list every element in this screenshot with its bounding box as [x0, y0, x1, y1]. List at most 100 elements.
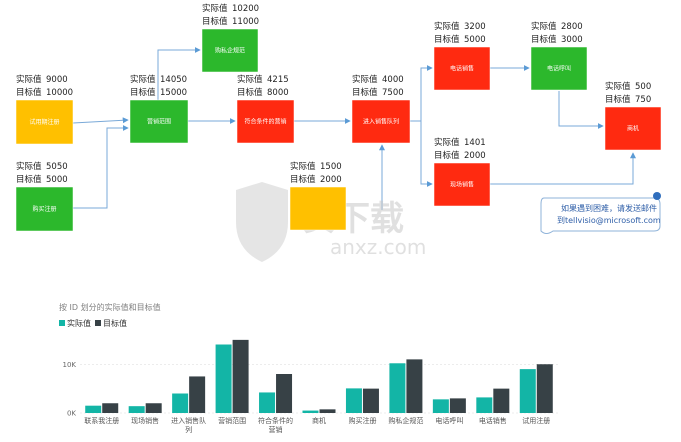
bar-1-9 — [493, 388, 510, 413]
bar-0-6 — [345, 388, 362, 413]
node-box[interactable] — [129, 99, 189, 144]
actual-value: 4000 — [382, 75, 404, 85]
node-box[interactable] — [433, 162, 491, 207]
x-tick-label-2-b: 列 — [185, 425, 192, 434]
node-box[interactable] — [530, 46, 588, 91]
node-label: 购私企规范 — [215, 47, 245, 55]
y-tick-label-0: 0K — [67, 410, 76, 418]
y-tick-label-1: 10K — [63, 361, 77, 369]
x-tick-label-0: 联系我注册 — [84, 416, 119, 425]
node-label: 进入销售队列 — [363, 118, 399, 126]
node-field[interactable]: 现场销售 实际值 1401 目标值 2000 — [433, 137, 491, 207]
bar-0-2 — [172, 393, 189, 413]
legend-label-1: 目标值 — [103, 318, 127, 328]
node-label: 电话呼叫 — [547, 65, 571, 73]
actual-label: 实际值 — [434, 21, 460, 32]
node-label: 购买注册 — [32, 205, 56, 213]
node-private[interactable]: 购私企规范 实际值 10200 目标值 11000 — [201, 3, 259, 73]
legend-swatch-0 — [59, 320, 65, 326]
node-box[interactable] — [15, 99, 74, 145]
note-line2: 到tellvisio@microsoft.com — [557, 216, 661, 225]
node-trial[interactable]: 试用期注册 实际值 9000 目标值 10000 — [15, 74, 74, 145]
actual-label: 实际值 — [237, 74, 263, 85]
node-qual[interactable]: 符合条件的营销 实际值 4215 目标值 8000 — [236, 74, 295, 144]
node-label: 现场销售 — [450, 181, 474, 189]
note-dot-icon — [653, 192, 661, 200]
target-value: 750 — [635, 95, 651, 105]
node-box[interactable] — [201, 28, 259, 73]
target-value: 11000 — [232, 17, 259, 27]
x-tick-label-9: 电话销售 — [479, 416, 507, 425]
chart-bars — [85, 339, 553, 413]
bar-0-10 — [519, 369, 536, 413]
bar-1-4 — [276, 374, 293, 413]
actual-label: 实际值 — [352, 74, 378, 85]
node-mkt[interactable]: 营销范围 实际值 14050 目标值 15000 — [129, 74, 189, 144]
x-tick-label-2: 进入销售队 — [171, 416, 206, 425]
node-label: 电话销售 — [450, 65, 474, 73]
bar-1-2 — [189, 376, 206, 413]
target-value: 7500 — [382, 88, 404, 98]
note-callout: 如果遇到困难，请发送邮件 到tellvisio@microsoft.com — [540, 192, 661, 234]
node-box[interactable] — [15, 186, 74, 232]
actual-value: 3200 — [464, 22, 486, 32]
target-value: 15000 — [160, 88, 187, 98]
target-value: 3000 — [561, 35, 583, 45]
bar-chart: 按 ID 划分的实际值和目标值 实际值 目标值 0K 10K 联系我注册 现场销售 进入… — [59, 302, 558, 434]
actual-label: 实际值 — [202, 3, 228, 14]
chart-title: 按 ID 划分的实际值和目标值 — [59, 302, 161, 312]
x-tick-label-4-b: 营销 — [269, 425, 283, 434]
node-contact[interactable]: 实际值 1500 目标值 2000 — [289, 161, 347, 231]
node-call[interactable]: 电话呼叫 实际值 2800 目标值 3000 — [530, 21, 588, 91]
target-value: 10000 — [46, 88, 73, 98]
watermark-subtext: anxz.com — [330, 235, 426, 259]
node-box[interactable] — [236, 99, 295, 144]
actual-value: 500 — [635, 82, 651, 92]
target-label: 目标值 — [434, 150, 460, 161]
actual-label: 实际值 — [130, 74, 156, 85]
x-tick-label-3: 营销范围 — [218, 416, 246, 425]
node-box[interactable] — [604, 106, 662, 151]
actual-label: 实际值 — [531, 21, 557, 32]
node-buy[interactable]: 购买注册 实际值 5050 目标值 5000 — [15, 161, 74, 232]
x-tick-label-6: 购买注册 — [348, 416, 376, 425]
bar-0-1 — [128, 406, 145, 413]
node-box[interactable] — [289, 186, 347, 231]
bar-0-4 — [259, 392, 276, 413]
connector-buy-mkt — [73, 125, 129, 209]
bar-1-0 — [102, 403, 119, 413]
legend-label-0: 实际值 — [67, 318, 91, 328]
x-tick-label-8: 电话呼叫 — [435, 416, 463, 425]
target-label: 目标值 — [531, 34, 557, 45]
node-box[interactable] — [351, 99, 411, 144]
bar-0-9 — [476, 397, 493, 413]
bar-0-5 — [302, 410, 319, 413]
actual-value: 4215 — [267, 75, 289, 85]
node-label: 符合条件的营销 — [244, 118, 286, 126]
node-opp[interactable]: 商机 实际值 500 目标值 750 — [604, 81, 662, 151]
watermark-shield-icon — [236, 182, 288, 262]
actual-value: 2800 — [561, 22, 583, 32]
target-label: 目标值 — [352, 87, 378, 98]
node-phone[interactable]: 电话销售 实际值 3200 目标值 5000 — [433, 21, 491, 91]
connector-call-opp — [558, 91, 604, 129]
actual-label: 实际值 — [434, 137, 460, 148]
bar-0-7 — [389, 363, 406, 413]
x-tick-label-7: 购私企规范 — [388, 416, 423, 425]
x-tick-label-1: 现场销售 — [131, 416, 159, 425]
note-scroll-shape — [540, 197, 661, 234]
target-value: 8000 — [267, 88, 289, 98]
target-label: 目标值 — [605, 94, 631, 105]
bar-0-3 — [215, 344, 232, 413]
actual-value: 1500 — [320, 162, 342, 172]
target-label: 目标值 — [434, 34, 460, 45]
node-label: 营销范围 — [147, 118, 171, 126]
actual-label: 实际值 — [16, 161, 42, 172]
node-box[interactable] — [433, 46, 491, 91]
bar-1-1 — [145, 403, 162, 413]
node-queue[interactable]: 进入销售队列 实际值 4000 目标值 7500 — [351, 74, 411, 144]
target-label: 目标值 — [16, 174, 42, 185]
note-line1: 如果遇到困难，请发送邮件 — [561, 203, 657, 213]
